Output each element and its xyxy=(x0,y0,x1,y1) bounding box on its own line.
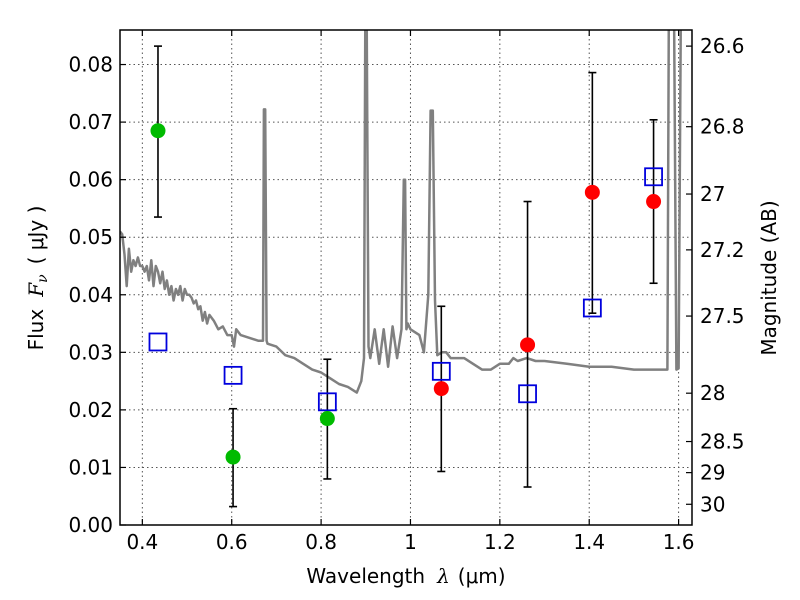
y-axis-title-symbol: F xyxy=(24,282,48,298)
y2-tick-label: 28 xyxy=(700,381,725,405)
y-axis-title-prefix: Flux xyxy=(24,309,48,351)
green-data-point xyxy=(319,411,335,427)
plot-frame xyxy=(119,29,693,526)
red-data-point xyxy=(584,184,600,200)
x-tick-label: 1 xyxy=(404,530,417,554)
y-tick-label: 0.06 xyxy=(68,168,113,192)
y2-tick-label: 26.8 xyxy=(700,115,745,139)
x-tick-label: 0.8 xyxy=(305,530,337,554)
y-tick-label: 0.08 xyxy=(68,53,113,77)
x-axis-title-prefix: Wavelength xyxy=(306,564,425,588)
y2-axis-title: Magnitude (AB) xyxy=(757,200,781,355)
x-axis-title: Wavelength λ (μm) xyxy=(306,564,505,588)
model-square-marker xyxy=(223,365,243,385)
ticks-layer: 0.4 0.6 0.8 1 1.2 1.4 1.6 0.00 0.01 0.02 0.03 0.04 0… xyxy=(68,30,745,554)
model-spectrum-line xyxy=(120,30,682,394)
x-tick-label: 1.2 xyxy=(484,530,516,554)
model-square-marker xyxy=(582,298,602,318)
y-tick-label: 0.03 xyxy=(68,340,113,364)
y-tick-label: 0.00 xyxy=(68,513,113,537)
x-tick-label: 1.4 xyxy=(573,530,605,554)
y2-tick-label: 28.5 xyxy=(700,430,745,454)
y2-tick-label: 29 xyxy=(700,461,725,485)
x-tick-label: 1.6 xyxy=(663,530,695,554)
x-tick-label: 0.4 xyxy=(126,530,158,554)
y-axis-title-unit: ( μJy ) xyxy=(24,206,48,265)
y-tick-label: 0.04 xyxy=(68,283,113,307)
model-square-marker xyxy=(148,332,168,352)
x-tick-label: 0.6 xyxy=(216,530,248,554)
y-tick-label: 0.07 xyxy=(68,110,113,134)
y2-tick-label: 27 xyxy=(700,182,725,206)
model-square-marker xyxy=(644,167,663,187)
y2-tick-label: 30 xyxy=(700,492,725,516)
x-axis-title-unit: (μm) xyxy=(458,564,506,588)
red-data-point xyxy=(646,194,662,210)
y-tick-label: 0.01 xyxy=(68,455,113,479)
y-tick-label: 0.02 xyxy=(68,398,113,422)
model-square-marker xyxy=(317,392,337,412)
y-axis-title-subscript: ν xyxy=(35,274,51,283)
y2-tick-label: 26.6 xyxy=(700,34,745,58)
red-data-point xyxy=(520,337,536,353)
model-spectrum-layer xyxy=(120,30,682,394)
x-axis-title-symbol: λ xyxy=(436,564,450,588)
y-axis-title: Flux Fν ( μJy ) xyxy=(24,206,51,351)
green-data-point xyxy=(225,449,241,465)
y2-tick-label: 27.2 xyxy=(700,238,745,262)
model-square-marker xyxy=(431,361,451,381)
model-square-marker xyxy=(518,384,537,404)
data-points-layer xyxy=(148,45,663,508)
red-data-point xyxy=(433,381,449,397)
y2-tick-label: 27.5 xyxy=(700,304,745,328)
y-tick-label: 0.05 xyxy=(68,225,113,249)
green-data-point xyxy=(150,123,166,139)
